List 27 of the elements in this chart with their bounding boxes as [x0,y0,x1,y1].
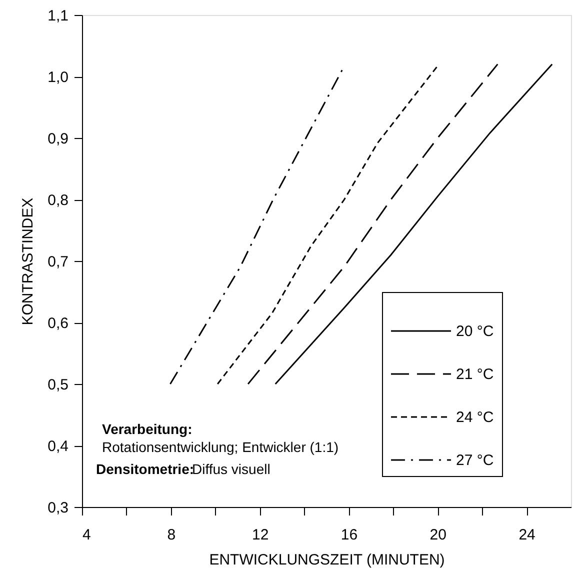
x-tick-label: 4 [82,526,91,544]
y-tick-label: 0,3 [48,500,68,516]
annotation: Densitometrie: [96,461,194,477]
y-tick-label: 0,5 [48,376,68,394]
annotation: Rotationsentwicklung; Entwickler (1:1) [102,439,339,455]
legend-label: 24 °C [456,409,494,426]
annotation: Diffus visuell [192,461,270,477]
y-tick-label: 1,0 [48,69,68,86]
x-tick-label: 24 [518,526,536,544]
x-tick-label: 16 [340,526,358,544]
x-axis-title: ENTWICKLUNGSZEIT (MINUTEN) [209,552,445,568]
legend-label: 27 °C [456,452,494,469]
y-tick-label: 0,6 [48,315,68,332]
line-series [274,63,553,385]
legend-label: 21 °C [456,366,494,383]
annotation: Verarbeitung: [102,421,192,437]
legend-label: 20 °C [456,323,494,340]
x-tick-label: 12 [252,526,269,544]
x-tick-label: 20 [430,526,446,544]
line-series [247,63,498,385]
x-tick-label: 8 [167,526,176,544]
y-tick-label: 1,1 [48,8,68,24]
y-tick-label: 0,8 [48,192,68,209]
y-tick-label: 0,7 [48,254,68,270]
y-axis-title: KONTRASTINDEX [20,198,37,326]
y-tick-label: 0,4 [48,438,68,455]
y-tick-label: 0,9 [48,130,68,148]
